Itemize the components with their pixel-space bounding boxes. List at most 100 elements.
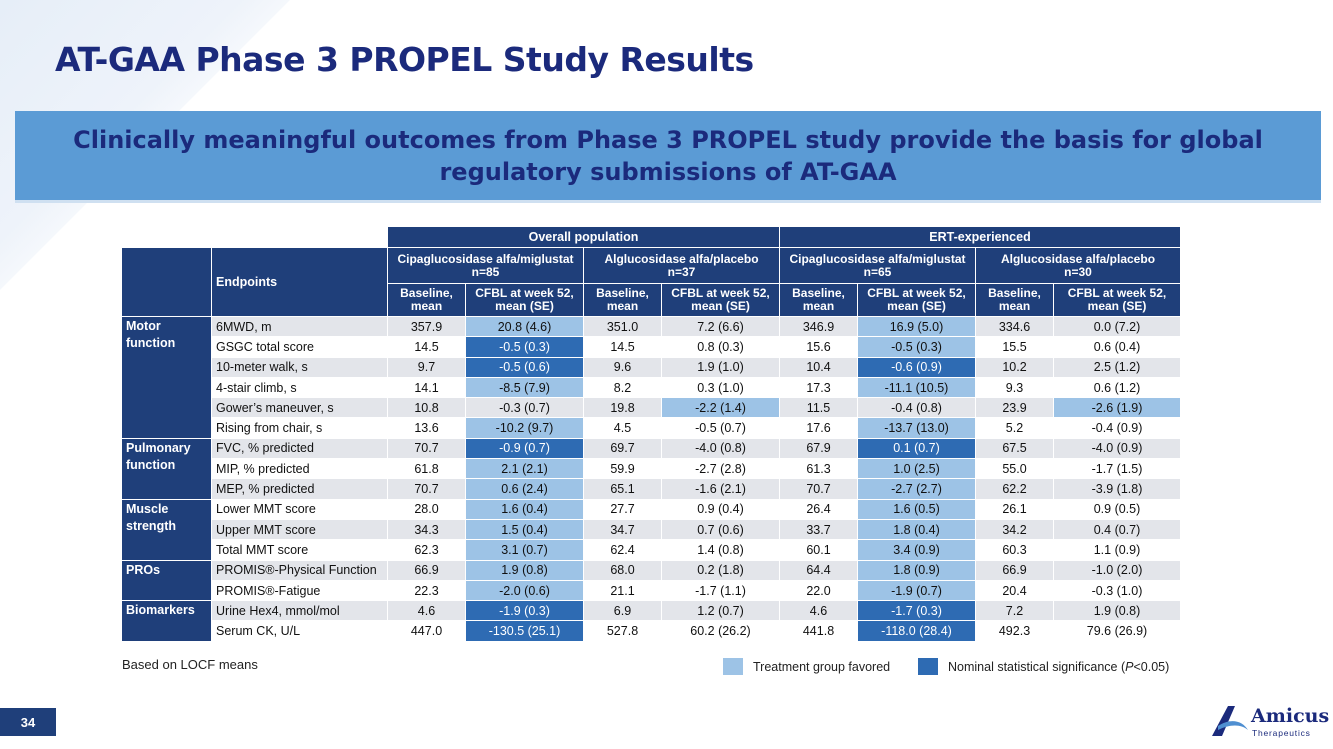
table-row: Motor function 6MWD, m 357.9 20.8 (4.6) 351.… [121, 315, 1181, 439]
cfbl-cell: -1.7 (0.3) [857, 600, 976, 622]
baseline-cell: 70.7 [387, 478, 466, 500]
baseline-cell: 34.2 [975, 518, 1054, 541]
arm-header-line: Alglucosidase alfa/placebo [1000, 251, 1156, 266]
baseline-header: Baseline, mean [975, 283, 1054, 317]
cfbl-cell: -0.6 (0.9) [857, 356, 976, 378]
cfbl-cell: 1.1 (0.9) [1053, 539, 1181, 561]
cfbl-cell: 0.4 (0.7) [1053, 518, 1181, 541]
baseline-cell: 62.4 [583, 539, 662, 561]
legend-significance: Nominal statistical significance (P<0.05… [918, 658, 1169, 675]
cfbl-cell: 79.6 (26.9) [1053, 620, 1181, 642]
cfbl-cell: -2.6 (1.9) [1053, 397, 1181, 419]
endpoint-cell: MIP, % predicted [211, 458, 388, 480]
cfbl-cell: -2.7 (2.7) [857, 478, 976, 500]
baseline-cell: 68.0 [583, 559, 662, 581]
baseline-header: Baseline, mean [387, 283, 466, 317]
cfbl-cell: -10.2 (9.7) [465, 417, 584, 439]
baseline-cell: 67.9 [779, 437, 858, 460]
cfbl-cell: 0.6 (0.4) [1053, 336, 1181, 358]
baseline-cell: 13.6 [387, 417, 466, 439]
endpoint-cell: FVC, % predicted [211, 437, 388, 460]
baseline-cell: 5.2 [975, 417, 1054, 439]
baseline-cell: 62.2 [975, 478, 1054, 500]
footnote: Based on LOCF means [122, 657, 258, 672]
baseline-cell: 61.8 [387, 458, 466, 480]
cfbl-cell: -11.1 (10.5) [857, 376, 976, 399]
arm-header-line: Alglucosidase alfa/placebo [604, 251, 759, 266]
cfbl-cell: -0.5 (0.7) [661, 417, 780, 439]
endpoint-cell: Serum CK, U/L [211, 620, 388, 642]
category-cell: Biomarkers [121, 600, 212, 642]
cfbl-cell: 0.6 (1.2) [1053, 376, 1181, 399]
baseline-cell: 17.3 [779, 376, 858, 399]
cfbl-header: CFBL at week 52, mean (SE) [465, 283, 584, 317]
key-message-banner: Clinically meaningful outcomes from Phas… [15, 111, 1321, 203]
cfbl-cell: 2.1 (2.1) [465, 458, 584, 480]
cfbl-cell: -0.3 (1.0) [1053, 579, 1181, 602]
banner-text: Clinically meaningful outcomes from Phas… [73, 125, 1263, 186]
cfbl-cell: 1.8 (0.9) [857, 559, 976, 581]
cfbl-cell: -3.9 (1.8) [1053, 478, 1181, 500]
arm-header-line: n=65 [863, 264, 892, 279]
cfbl-cell: 7.2 (6.6) [661, 315, 780, 338]
cfbl-cell: 1.9 (0.8) [1053, 600, 1181, 622]
cfbl-cell: -2.7 (2.8) [661, 458, 780, 480]
cfbl-cell: 0.7 (0.6) [661, 518, 780, 541]
endpoints-header: Endpoints [211, 247, 388, 317]
arm-header-line: n=85 [471, 264, 500, 279]
cfbl-cell: -0.5 (0.6) [465, 356, 584, 378]
baseline-cell: 64.4 [779, 559, 858, 581]
baseline-cell: 70.7 [779, 478, 858, 500]
baseline-cell: 10.2 [975, 356, 1054, 378]
cfbl-cell: -0.4 (0.9) [1053, 417, 1181, 439]
baseline-cell: 14.1 [387, 376, 466, 399]
endpoint-cell: 4-stair climb, s [211, 376, 388, 399]
endpoint-cell: 10-meter walk, s [211, 356, 388, 378]
cfbl-cell: 1.4 (0.8) [661, 539, 780, 561]
cfbl-cell: -1.7 (1.1) [661, 579, 780, 602]
amicus-logo-icon [1212, 706, 1248, 736]
baseline-cell: 9.6 [583, 356, 662, 378]
baseline-header: Baseline, mean [583, 283, 662, 317]
baseline-cell: 7.2 [975, 600, 1054, 622]
baseline-cell: 17.6 [779, 417, 858, 439]
category-cell: Pulmonary function [121, 437, 212, 500]
legend-significance-label: Nominal statistical significance (P<0.05… [948, 659, 1170, 674]
baseline-cell: 15.6 [779, 336, 858, 358]
cfbl-cell: 0.3 (1.0) [661, 376, 780, 399]
baseline-cell: 60.3 [975, 539, 1054, 561]
baseline-cell: 6.9 [583, 600, 662, 622]
page-number: 34 [0, 708, 56, 736]
table-row: MEP, % predicted 70.7 0.6 (2.4) 65.1 -1.6 (2… [122, 478, 1181, 500]
endpoint-cell: Rising from chair, s [211, 417, 388, 439]
table-row: Total MMT score 62.3 3.1 (0.7) 62.4 1.4 (0.8… [122, 539, 1181, 561]
cfbl-cell: -0.3 (0.7) [465, 397, 584, 419]
baseline-cell: 4.5 [583, 417, 662, 439]
arm-header: Cipaglucosidase alfa/miglustat n=65 [779, 247, 976, 284]
baseline-cell: 34.3 [387, 518, 466, 541]
cfbl-cell: 3.4 (0.9) [857, 539, 976, 561]
arm-header: Alglucosidase alfa/placebo n=30 [975, 247, 1181, 284]
cfbl-cell: -0.4 (0.8) [857, 397, 976, 419]
baseline-cell: 447.0 [387, 620, 466, 642]
table-row: PROMIS®-Fatigue 22.3 -2.0 (0.6) 21.1 -1.7 (1… [122, 579, 1181, 602]
baseline-cell: 22.3 [387, 579, 466, 602]
category-cell: Motor function [121, 316, 212, 439]
cfbl-cell: 60.2 (26.2) [661, 620, 780, 642]
cfbl-header: CFBL at week 52, mean (SE) [661, 283, 780, 317]
baseline-cell: 66.9 [975, 559, 1054, 581]
cfbl-cell: -118.0 (28.4) [857, 620, 976, 642]
cfbl-cell: -2.0 (0.6) [465, 579, 584, 602]
cfbl-cell: 1.6 (0.5) [857, 498, 976, 520]
baseline-cell: 21.1 [583, 579, 662, 602]
baseline-cell: 492.3 [975, 620, 1054, 642]
table-row: Rising from chair, s 13.6 -10.2 (9.7) 4.5 -0… [122, 417, 1181, 439]
table-row: MIP, % predicted 61.8 2.1 (2.1) 59.9 -2.7 (2… [122, 458, 1181, 480]
baseline-cell: 527.8 [583, 620, 662, 642]
cfbl-cell: -13.7 (13.0) [857, 417, 976, 439]
baseline-cell: 357.9 [387, 315, 466, 338]
results-table: Overall population ERT-experienced Endpo… [121, 226, 1181, 642]
baseline-cell: 26.1 [975, 498, 1054, 520]
table-row: Serum CK, U/L 447.0 -130.5 (25.1) 527.8 60.2… [122, 620, 1181, 642]
cfbl-header: CFBL at week 52, mean (SE) [857, 283, 976, 317]
